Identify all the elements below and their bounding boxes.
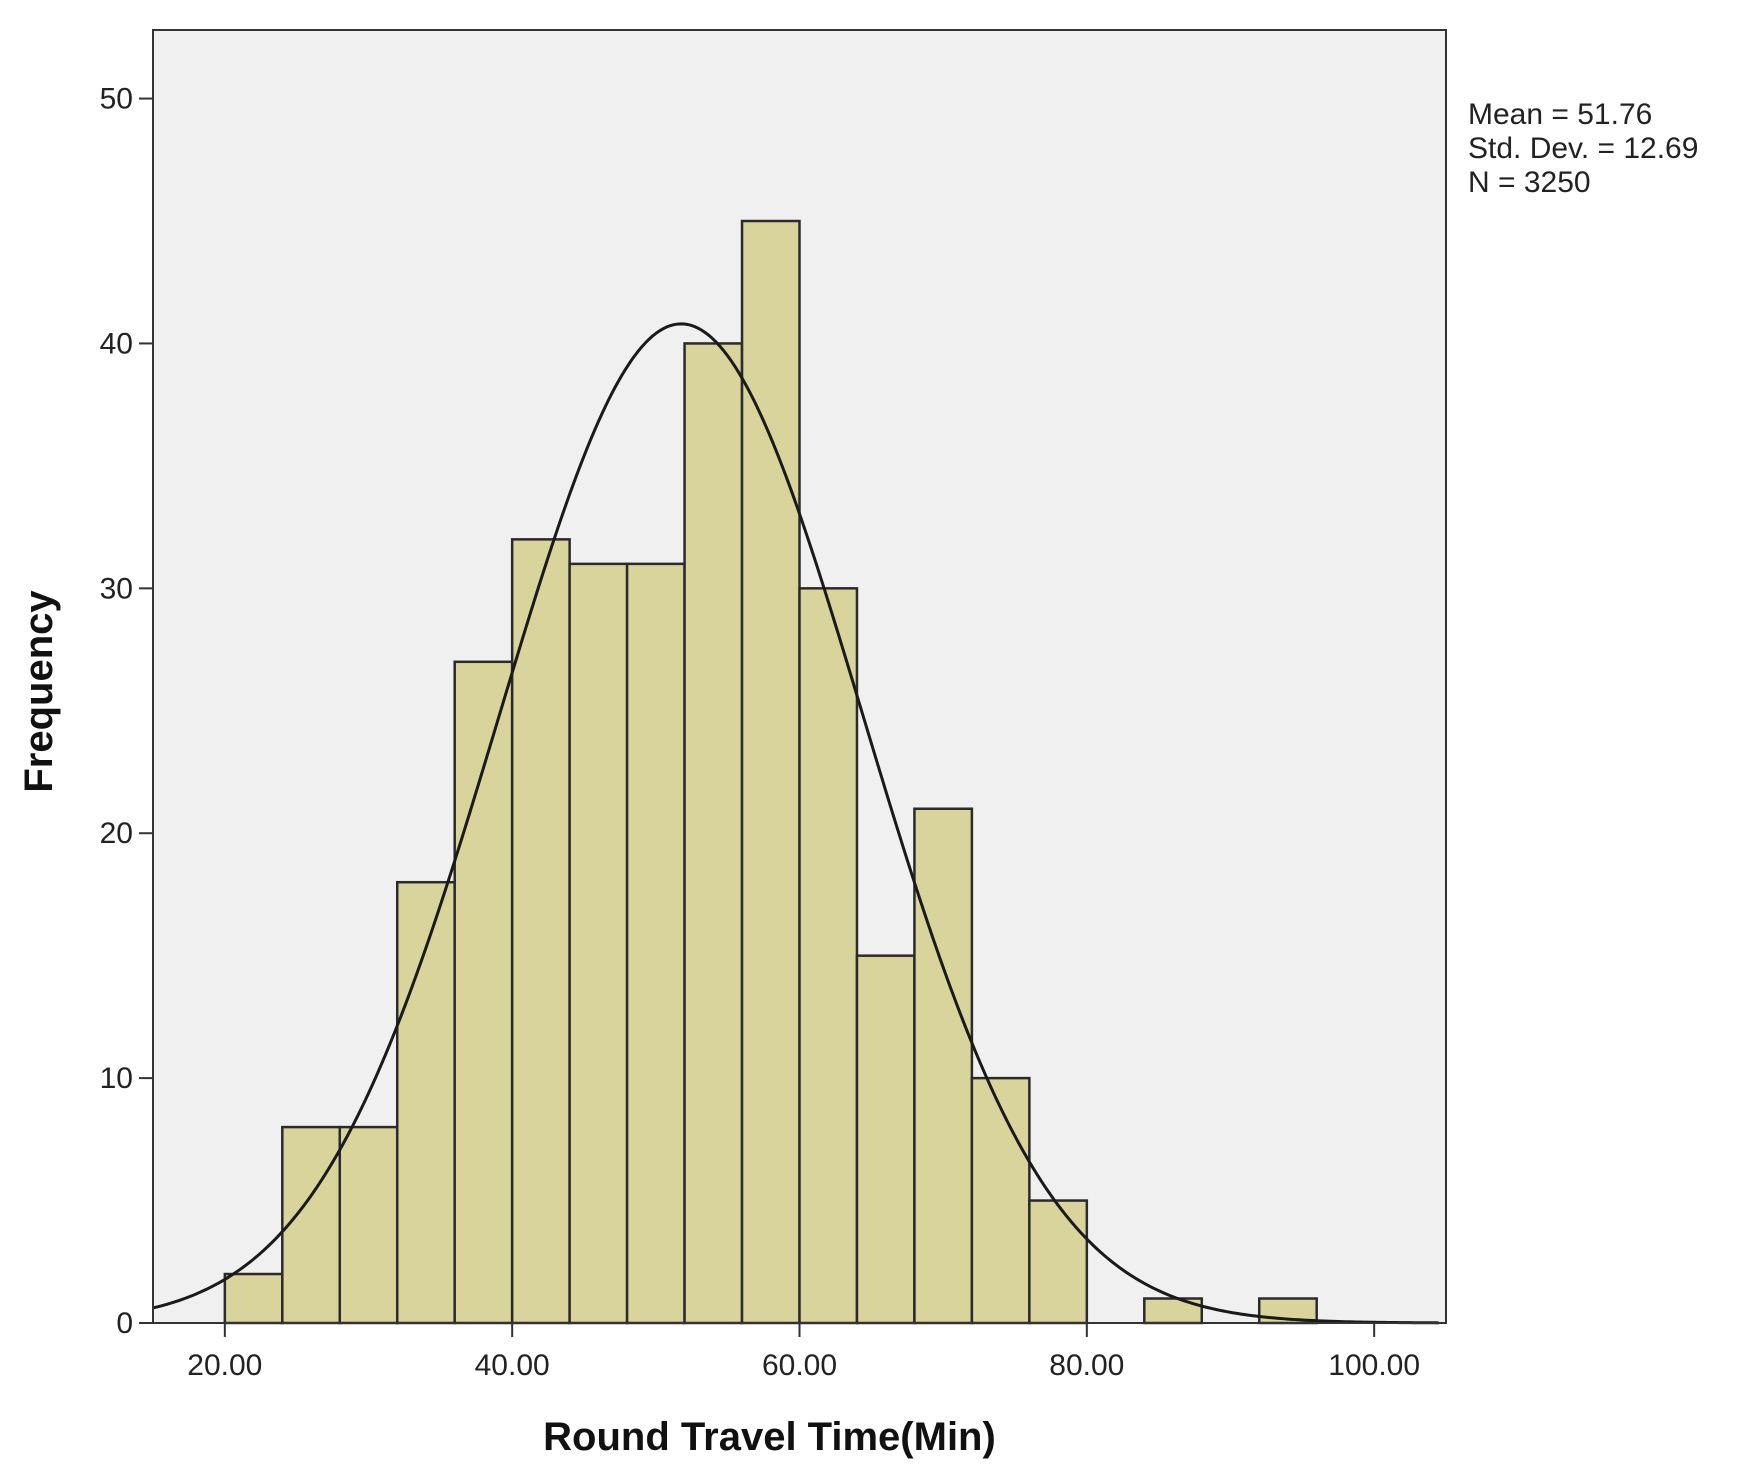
y-axis-title: Frequency bbox=[17, 590, 61, 793]
y-tick-label: 50 bbox=[100, 83, 133, 116]
histogram-bar-56-60 bbox=[740, 219, 801, 1325]
histogram-bar-20-24 bbox=[223, 1272, 284, 1325]
histogram-bar-48-52 bbox=[625, 562, 686, 1325]
histogram-bar-24-28 bbox=[281, 1125, 342, 1325]
normal-curve bbox=[152, 322, 1439, 1325]
histogram-bar-60-64 bbox=[798, 587, 859, 1325]
stats-mean: Mean = 51.76 bbox=[1468, 98, 1652, 131]
y-tick-label: 10 bbox=[100, 1062, 133, 1095]
x-tick-label: 60.00 bbox=[762, 1349, 837, 1382]
x-axis: 20.00 40.00 60.00 80.00 100.00 bbox=[187, 1323, 1420, 1382]
histogram-bar-28-32 bbox=[338, 1125, 399, 1325]
bars-group bbox=[223, 219, 1318, 1325]
stats-std-dev: Std. Dev. = 12.69 bbox=[1468, 132, 1698, 165]
x-tick-label: 100.00 bbox=[1328, 1349, 1420, 1382]
x-axis-title: Round Travel Time(Min) bbox=[543, 1415, 996, 1459]
histogram-bar-76-80 bbox=[1028, 1199, 1089, 1325]
histogram-bar-72-76 bbox=[970, 1076, 1031, 1325]
histogram-bar-64-68 bbox=[855, 954, 916, 1325]
histogram-bar-52-56 bbox=[683, 342, 744, 1325]
histogram-bar-36-40 bbox=[453, 660, 514, 1325]
y-tick-label: 40 bbox=[100, 327, 133, 360]
x-tick-label: 20.00 bbox=[187, 1349, 262, 1382]
histogram-bar-44-48 bbox=[568, 562, 629, 1325]
x-tick-label: 80.00 bbox=[1049, 1349, 1124, 1382]
y-tick-label: 0 bbox=[116, 1307, 133, 1340]
histogram-bar-68-72 bbox=[913, 807, 974, 1325]
y-tick-label: 30 bbox=[100, 572, 133, 605]
y-axis: 0 10 20 30 40 50 bbox=[100, 83, 153, 1340]
y-tick-label: 20 bbox=[100, 817, 133, 850]
histogram-bar-40-44 bbox=[510, 538, 571, 1325]
stats-box: Mean = 51.76 Std. Dev. = 12.69 N = 3250 bbox=[1468, 98, 1698, 199]
x-tick-label: 40.00 bbox=[475, 1349, 550, 1382]
stats-n: N = 3250 bbox=[1468, 166, 1591, 199]
